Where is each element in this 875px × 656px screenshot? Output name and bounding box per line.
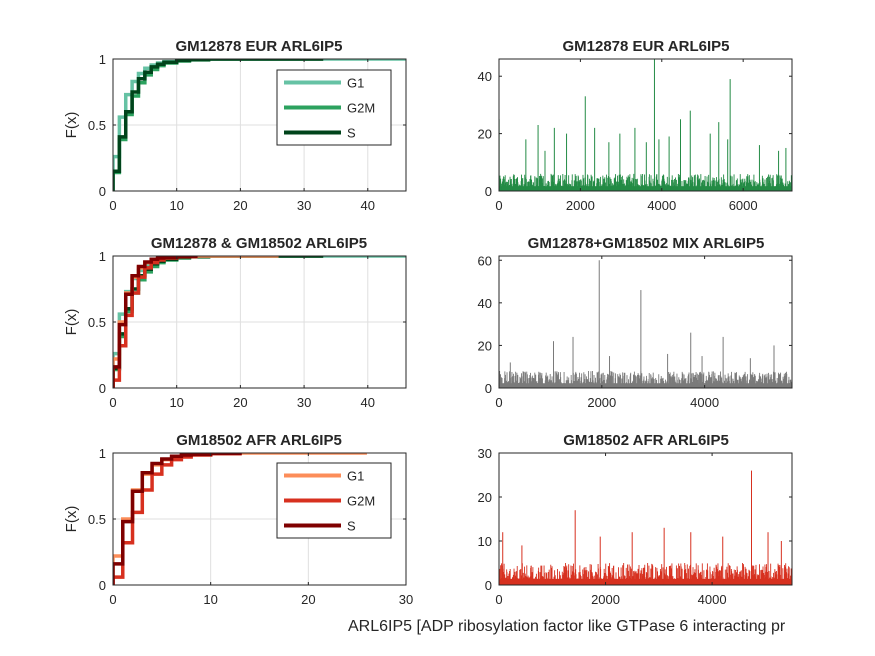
y-tick-label: 0 <box>99 184 106 199</box>
plot-area <box>499 256 792 388</box>
y-tick-label: 40 <box>478 69 492 84</box>
figure-x-axis-label: ARL6IP5 [ADP ribosylation factor like GT… <box>348 618 786 635</box>
x-tick-label: 40 <box>361 395 375 410</box>
x-tick-label: 2000 <box>587 395 616 410</box>
panel-title: GM12878 EUR ARL6IP5 <box>175 38 342 55</box>
ecdf-series-5 <box>113 256 198 388</box>
y-tick-label: 20 <box>478 338 492 353</box>
x-tick-label: 10 <box>169 198 183 213</box>
ecdf-series-s <box>113 59 324 191</box>
panel-title: GM12878+GM18502 MIX ARL6IP5 <box>528 235 765 252</box>
legend-label: G2M <box>347 101 375 116</box>
panel-spikes-gm12878-eur: 0 2000 4000 6000 0 20 40 GM12878 EUR ARL6IP5 <box>478 38 793 213</box>
x-tick-label: 0 <box>109 198 116 213</box>
y-tick-label: 20 <box>478 490 492 505</box>
panel-title: GM12878 EUR ARL6IP5 <box>562 38 729 55</box>
x-tick-label: 10 <box>203 592 217 607</box>
y-tick-label: 0.5 <box>88 315 106 330</box>
panel-ecdf-gm12878-gm18502: 0 10 20 30 40 0 0.5 1 GM12878 & GM18502 ARL6IP5 F… <box>63 235 407 410</box>
y-tick-label: 10 <box>478 534 492 549</box>
x-tick-label: 2000 <box>566 198 595 213</box>
x-tick-label: 6000 <box>729 198 758 213</box>
plot-marks <box>499 470 792 585</box>
legend-label: G1 <box>347 469 364 484</box>
y-tick-label: 0.5 <box>88 512 106 527</box>
x-tick-label: 0 <box>495 592 502 607</box>
y-axis-label: F(x) <box>63 506 80 533</box>
y-tick-label: 0 <box>99 578 106 593</box>
x-tick-label: 20 <box>233 198 247 213</box>
panel-title: GM12878 & GM18502 ARL6IP5 <box>151 235 367 252</box>
y-tick-label: 60 <box>478 253 492 268</box>
axes-box <box>498 58 793 192</box>
x-tick-label: 0 <box>495 198 502 213</box>
x-tick-label: 30 <box>399 592 413 607</box>
x-tick-label: 0 <box>495 395 502 410</box>
plot-marks <box>113 59 406 191</box>
y-tick-label: 0 <box>99 381 106 396</box>
plot-marks <box>499 260 792 388</box>
x-tick-label: 4000 <box>698 592 727 607</box>
axes-box <box>498 452 793 586</box>
y-tick-label: 20 <box>478 127 492 142</box>
plot-marks <box>113 256 406 388</box>
x-tick-label: 20 <box>233 395 247 410</box>
x-tick-label: 0 <box>109 395 116 410</box>
panel-spikes-mix: 0 2000 4000 0 20 40 60 GM12878+GM18502 MIX ARL6… <box>478 235 793 410</box>
x-tick-label: 10 <box>169 395 183 410</box>
legend-label: G2M <box>347 494 375 509</box>
panel-ecdf-gm18502-afr: 0 10 20 30 0 0.5 1 G1 G2M S GM18502 AFR ARL6IP5 F(x… <box>63 432 413 607</box>
legend-label: G1 <box>347 76 364 91</box>
y-tick-label: 0 <box>485 578 492 593</box>
panel-ecdf-gm12878-eur: 0 10 20 30 40 0 0.5 1 G1 G2M S GM12878 EUR ARL6IP5 F… <box>63 38 407 213</box>
x-tick-label: 4000 <box>647 198 676 213</box>
x-tick-label: 0 <box>109 592 116 607</box>
x-tick-label: 2000 <box>591 592 620 607</box>
y-tick-label: 0.5 <box>88 118 106 133</box>
y-tick-label: 0 <box>485 184 492 199</box>
legend-label: S <box>347 126 356 141</box>
spike-noise <box>499 563 792 585</box>
panel-title: GM18502 AFR ARL6IP5 <box>563 432 729 449</box>
panel-title: GM18502 AFR ARL6IP5 <box>176 432 342 449</box>
y-tick-label: 1 <box>99 446 106 461</box>
x-tick-label: 20 <box>301 592 315 607</box>
y-tick-label: 0 <box>485 381 492 396</box>
panel-spikes-gm18502-afr: 0 2000 4000 0 10 20 30 GM18502 AFR ARL6IP5 <box>478 432 793 607</box>
y-tick-label: 30 <box>478 446 492 461</box>
ecdf-series-s <box>113 453 242 585</box>
plot-area <box>499 453 792 585</box>
x-tick-label: 4000 <box>690 395 719 410</box>
y-axis-label: F(x) <box>63 309 80 336</box>
legend-label: S <box>347 519 356 534</box>
y-tick-label: 1 <box>99 249 106 264</box>
y-tick-label: 40 <box>478 296 492 311</box>
x-tick-label: 30 <box>297 395 311 410</box>
y-tick-label: 1 <box>99 52 106 67</box>
y-axis-label: F(x) <box>63 112 80 139</box>
x-tick-label: 30 <box>297 198 311 213</box>
axes-box <box>498 255 793 389</box>
x-tick-label: 40 <box>361 198 375 213</box>
plot-area <box>499 59 792 191</box>
